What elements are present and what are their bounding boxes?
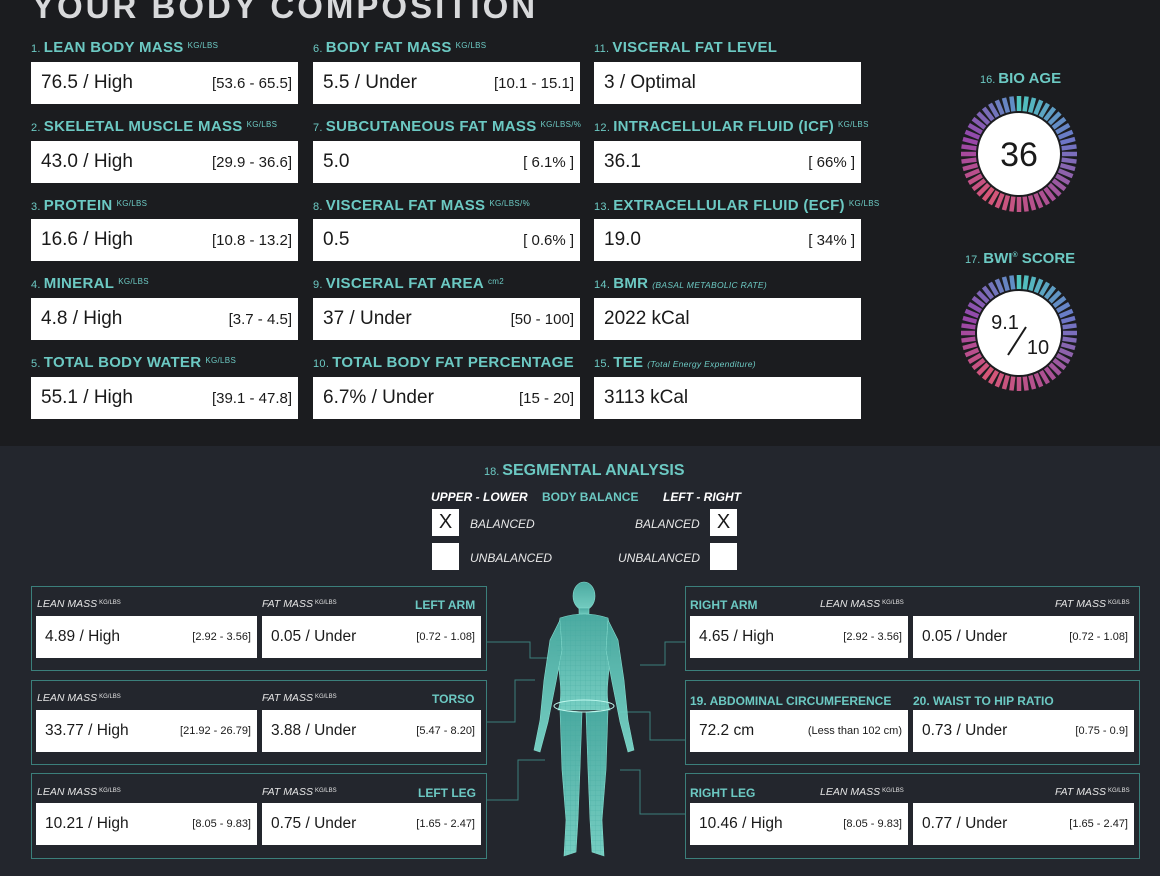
abdominal-circumference-label: 19. ABDOMINAL CIRCUMFERENCE bbox=[690, 694, 892, 708]
bio-age-label: 16. BIO AGE bbox=[980, 70, 1062, 87]
bmr-label: 14. BMR (BASAL METABOLIC RATE) bbox=[594, 275, 768, 292]
left-leg-panel bbox=[31, 773, 487, 859]
left-leg-fat-mass-label: FAT MASS KG/LBS bbox=[262, 786, 337, 798]
bio-age-value: 36 bbox=[1000, 136, 1038, 174]
right-leg-panel bbox=[685, 773, 1140, 859]
upper-lower-balanced-label: BALANCED bbox=[470, 517, 535, 531]
mineral-label: 4. MINERAL KG/LBS bbox=[31, 275, 149, 292]
visceral-fat-area-label: 9. VISCERAL FAT AREA cm2 bbox=[313, 275, 504, 292]
torso-fat-mass-label: FAT MASS KG/LBS bbox=[262, 692, 337, 704]
icf-label: 12. INTRACELLULAR FLUID (ICF) KG/LBS bbox=[594, 118, 869, 135]
segmental-analysis-title: 18. SEGMENTAL ANALYSIS bbox=[484, 462, 685, 479]
visceral-fat-mass-label: 8. VISCERAL FAT MASS KG/LBS/% bbox=[313, 197, 530, 214]
protein-box: 16.6 / High [10.8 - 13.2] bbox=[31, 219, 298, 261]
right-arm-lean-mass-label: LEAN MASS KG/LBS bbox=[820, 598, 904, 610]
left-leg-part-label: LEFT LEG bbox=[418, 786, 476, 800]
tee-box: 3113 kCal bbox=[594, 377, 861, 419]
right-leg-lean-box: 10.46 / High [8.05 - 9.83] bbox=[690, 803, 908, 845]
tee-label: 15. TEE (Total Energy Expenditure) bbox=[594, 354, 756, 371]
subcutaneous-fat-mass-label: 7. SUBCUTANEOUS FAT MASS KG/LBS/% bbox=[313, 118, 582, 135]
left-arm-fat-mass-label: FAT MASS KG/LBS bbox=[262, 598, 337, 610]
torso-lean-box: 33.77 / High [21.92 - 26.79] bbox=[36, 710, 257, 752]
subcutaneous-fat-mass-box: 5.0[ 6.1% ] bbox=[313, 141, 580, 183]
visceral-fat-mass-box: 0.5[ 0.6% ] bbox=[313, 219, 580, 261]
bwi-score-label: 17. BWI® SCORE bbox=[965, 250, 1076, 267]
waist-to-hip-ratio-label: 20. WAIST TO HIP RATIO bbox=[913, 694, 1054, 708]
left-arm-fat-box: 0.05 / Under [0.72 - 1.08] bbox=[262, 616, 481, 658]
skeletal-muscle-mass-box: 43.0 / High [29.9 - 36.6] bbox=[31, 141, 298, 183]
left-right-unbalanced-label: UNBALANCED bbox=[618, 551, 701, 565]
upper-lower-unbalanced-checkbox bbox=[432, 543, 459, 570]
torso-fat-box: 3.88 / Under [5.47 - 8.20] bbox=[262, 710, 481, 752]
upper-lower-balanced-checkbox: X bbox=[432, 509, 459, 536]
total-body-water-label: 5. TOTAL BODY WATER KG/LBS bbox=[31, 354, 237, 371]
waist-to-hip-ratio-box: 0.73 / Under [0.75 - 0.9] bbox=[913, 710, 1134, 752]
right-arm-fat-mass-label: FAT MASS KG/LBS bbox=[1055, 598, 1130, 610]
protein-label: 3. PROTEIN KG/LBS bbox=[31, 197, 148, 214]
total-body-fat-percentage-box: 6.7% / Under [15 - 20] bbox=[313, 377, 580, 419]
left-leg-fat-box: 0.75 / Under [1.65 - 2.47] bbox=[262, 803, 481, 845]
left-arm-panel bbox=[31, 586, 487, 671]
visceral-fat-area-box: 37 / Under [50 - 100] bbox=[313, 298, 580, 340]
right-arm-fat-box: 0.05 / Under [0.72 - 1.08] bbox=[913, 616, 1134, 658]
abdominal-circumference-box: 72.2 cm (Less than 102 cm) bbox=[690, 710, 908, 752]
left-right-heading: LEFT - RIGHT bbox=[663, 490, 741, 504]
right-arm-part-label: RIGHT ARM bbox=[690, 598, 758, 612]
body-balance-heading: BODY BALANCE bbox=[542, 490, 639, 504]
visceral-fat-level-label: 11. VISCERAL FAT LEVEL bbox=[594, 39, 778, 56]
left-arm-part-label: LEFT ARM bbox=[415, 598, 476, 612]
mineral-box: 4.8 / High [3.7 - 4.5] bbox=[31, 298, 298, 340]
bwi-score-gauge: 9.1 10 bbox=[961, 275, 1077, 391]
torso-panel bbox=[31, 680, 487, 765]
right-leg-lean-mass-label: LEAN MASS KG/LBS bbox=[820, 786, 904, 798]
left-leg-lean-box: 10.21 / High [8.05 - 9.83] bbox=[36, 803, 257, 845]
torso-part-label: TORSO bbox=[432, 692, 475, 706]
upper-lower-heading: UPPER - LOWER bbox=[431, 490, 528, 504]
left-arm-lean-mass-label: LEAN MASS KG/LBS bbox=[37, 598, 121, 610]
lean-body-mass-label: 1. LEAN BODY MASS KG/LBS bbox=[31, 39, 219, 56]
body-fat-mass-box: 5.5 / Under [10.1 - 15.1] bbox=[313, 62, 580, 104]
ecf-label: 13. EXTRACELLULAR FLUID (ECF) KG/LBS bbox=[594, 197, 880, 214]
body-fat-mass-label: 6. BODY FAT MASS KG/LBS bbox=[313, 39, 487, 56]
right-leg-fat-mass-label: FAT MASS KG/LBS bbox=[1055, 786, 1130, 798]
upper-lower-unbalanced-label: UNBALANCED bbox=[470, 551, 553, 565]
skeletal-muscle-mass-label: 2. SKELETAL MUSCLE MASS KG/LBS bbox=[31, 118, 278, 135]
left-right-balanced-label: BALANCED bbox=[635, 517, 700, 531]
body-wireframe-figure bbox=[533, 581, 635, 857]
torso-lean-mass-label: LEAN MASS KG/LBS bbox=[37, 692, 121, 704]
total-body-fat-percentage-label: 10. TOTAL BODY FAT PERCENTAGE bbox=[313, 354, 574, 371]
left-right-unbalanced-checkbox bbox=[710, 543, 737, 570]
page-title: YOUR BODY COMPOSITION bbox=[32, 0, 539, 25]
left-leg-lean-mass-label: LEAN MASS KG/LBS bbox=[37, 786, 121, 798]
circumference-panel bbox=[685, 680, 1140, 765]
left-arm-lean-box: 4.89 / High [2.92 - 3.56] bbox=[36, 616, 257, 658]
bio-age-gauge: 36 bbox=[961, 96, 1077, 212]
right-arm-panel bbox=[685, 586, 1140, 671]
bwi-score-value: 9.1 bbox=[991, 312, 1019, 334]
icf-box: 36.1[ 66% ] bbox=[594, 141, 861, 183]
right-arm-lean-box: 4.65 / High [2.92 - 3.56] bbox=[690, 616, 908, 658]
visceral-fat-level-box: 3 / Optimal bbox=[594, 62, 861, 104]
lean-body-mass-box: 76.5 / High [53.6 - 65.5] bbox=[31, 62, 298, 104]
right-leg-fat-box: 0.77 / Under [1.65 - 2.47] bbox=[913, 803, 1134, 845]
bwi-score-max: 10 bbox=[1027, 337, 1049, 359]
left-right-balanced-checkbox: X bbox=[710, 509, 737, 536]
ecf-box: 19.0[ 34% ] bbox=[594, 219, 861, 261]
bmr-box: 2022 kCal bbox=[594, 298, 861, 340]
right-leg-part-label: RIGHT LEG bbox=[690, 786, 756, 800]
total-body-water-box: 55.1 / High [39.1 - 47.8] bbox=[31, 377, 298, 419]
